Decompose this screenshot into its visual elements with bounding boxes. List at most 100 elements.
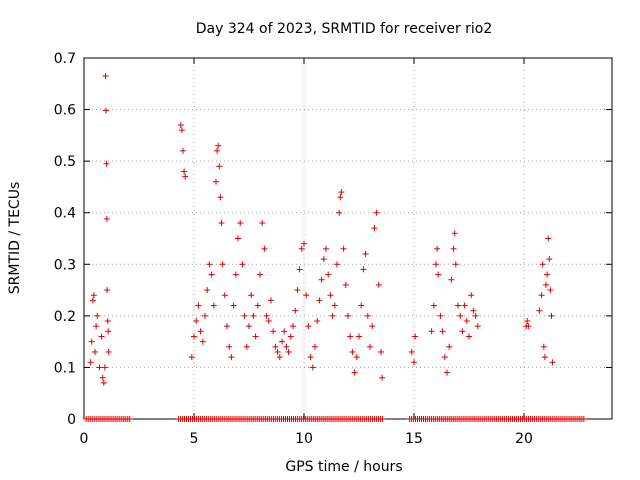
data-point bbox=[252, 333, 259, 340]
data-point bbox=[314, 318, 321, 325]
data-point bbox=[371, 225, 378, 232]
data-point bbox=[378, 348, 384, 355]
data-point bbox=[540, 343, 547, 350]
data-point bbox=[283, 343, 290, 350]
data-point bbox=[105, 348, 112, 355]
data-point bbox=[412, 333, 419, 340]
data-point bbox=[547, 287, 554, 294]
data-point bbox=[265, 318, 272, 325]
data-point bbox=[323, 245, 329, 252]
data-point bbox=[439, 328, 446, 335]
data-point bbox=[338, 189, 345, 196]
data-point bbox=[430, 302, 437, 309]
data-point bbox=[197, 328, 204, 335]
data-point bbox=[191, 333, 197, 340]
data-point bbox=[541, 354, 548, 361]
data-point bbox=[538, 292, 545, 299]
data-point bbox=[87, 359, 94, 366]
data-point bbox=[525, 323, 532, 330]
data-point bbox=[180, 147, 186, 154]
data-point bbox=[243, 343, 250, 350]
data-point bbox=[254, 302, 261, 309]
data-point bbox=[89, 297, 96, 304]
data-point bbox=[259, 220, 266, 227]
data-point bbox=[349, 348, 356, 355]
data-point bbox=[441, 354, 448, 361]
data-point bbox=[433, 261, 439, 268]
data-point bbox=[320, 256, 327, 263]
data-point bbox=[88, 338, 95, 345]
data-point bbox=[241, 312, 248, 319]
data-point bbox=[188, 354, 195, 361]
data-point bbox=[126, 416, 133, 422]
data-point bbox=[177, 122, 184, 129]
data-point bbox=[358, 302, 365, 309]
data-point bbox=[342, 281, 349, 288]
data-point bbox=[444, 369, 450, 376]
data-point bbox=[202, 312, 208, 319]
data-point bbox=[96, 364, 103, 371]
data-point bbox=[329, 312, 336, 319]
data-point bbox=[226, 343, 233, 350]
y-tick-label: 0.4 bbox=[54, 206, 76, 222]
data-point bbox=[105, 328, 112, 335]
data-point bbox=[294, 287, 301, 294]
data-point bbox=[268, 297, 274, 304]
axis-ticks: 0 0.1 0.2 0.3 0.4 0.5 0.6 0.7 0 5 10 15 20 bbox=[54, 51, 612, 447]
data-point bbox=[178, 127, 185, 134]
data-point bbox=[103, 215, 110, 222]
data-point bbox=[463, 318, 470, 325]
data-point bbox=[250, 312, 257, 319]
data-point bbox=[217, 194, 224, 201]
data-point bbox=[98, 333, 105, 340]
data-point bbox=[303, 292, 310, 299]
y-tick-label: 0.5 bbox=[54, 154, 76, 170]
data-point bbox=[285, 348, 292, 355]
data-point bbox=[103, 107, 109, 114]
chart-title: Day 324 of 2023, SRMTID for receiver rio… bbox=[196, 21, 493, 37]
data-point bbox=[104, 318, 111, 325]
data-point bbox=[281, 328, 288, 335]
data-point bbox=[327, 292, 334, 299]
data-point bbox=[457, 312, 464, 319]
data-point bbox=[104, 287, 111, 294]
data-point bbox=[219, 261, 226, 268]
data-point bbox=[455, 302, 461, 309]
data-point bbox=[287, 333, 294, 340]
data-point bbox=[224, 323, 230, 330]
data-point bbox=[257, 271, 263, 278]
data-point bbox=[337, 194, 344, 201]
data-point bbox=[451, 230, 458, 237]
data-point bbox=[452, 261, 459, 268]
data-point bbox=[364, 312, 371, 319]
data-point bbox=[428, 328, 435, 335]
data-point bbox=[334, 261, 340, 268]
data-point bbox=[248, 292, 255, 299]
data-point bbox=[100, 379, 107, 386]
data-point bbox=[210, 302, 217, 309]
data-point bbox=[99, 374, 106, 381]
data-point bbox=[214, 147, 221, 154]
data-point bbox=[270, 328, 277, 335]
data-point bbox=[94, 312, 101, 319]
data-point bbox=[347, 333, 354, 340]
data-point bbox=[446, 343, 453, 350]
data-point bbox=[367, 343, 373, 350]
data-point bbox=[206, 261, 213, 268]
data-point bbox=[272, 343, 279, 350]
data-point bbox=[435, 271, 442, 278]
data-point bbox=[448, 276, 455, 283]
data-point bbox=[279, 338, 285, 345]
data-point bbox=[472, 312, 479, 319]
data-point bbox=[216, 163, 223, 170]
data-point bbox=[316, 297, 323, 304]
data-point bbox=[362, 250, 369, 257]
data-point bbox=[470, 307, 477, 314]
data-point bbox=[466, 333, 472, 340]
data-point bbox=[336, 209, 343, 216]
data-point bbox=[215, 142, 222, 149]
data-point bbox=[373, 209, 380, 216]
data-point bbox=[274, 348, 281, 355]
data-point bbox=[536, 307, 543, 314]
